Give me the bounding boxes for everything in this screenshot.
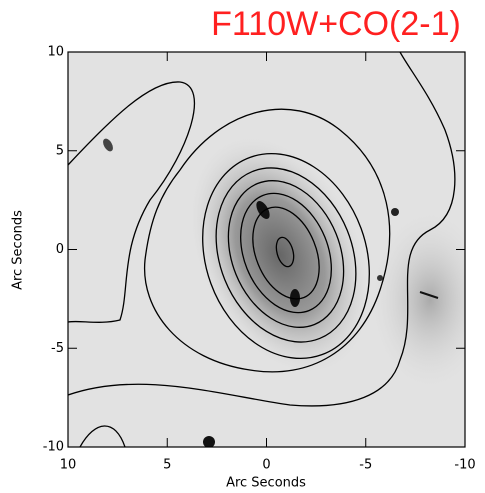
x-tick-label: -5 — [359, 458, 372, 473]
x-tick-label: 0 — [262, 458, 270, 473]
contours — [68, 52, 456, 447]
y-tick-label: 10 — [47, 45, 64, 60]
x-tick-label: 5 — [163, 458, 171, 473]
y-axis-label: Arc Seconds — [11, 210, 26, 290]
x-tick-label: -10 — [454, 458, 475, 473]
y-tick-label: -5 — [51, 341, 64, 356]
x-tick-label: 10 — [60, 458, 77, 473]
x-axis-label: Arc Seconds — [226, 476, 306, 491]
y-tick-label: 5 — [56, 143, 64, 158]
chart-title: F110W+CO(2-1) — [211, 5, 461, 43]
y-tick-label: 0 — [56, 242, 64, 257]
y-tick-label: -10 — [43, 440, 64, 455]
image-panel — [68, 52, 465, 447]
